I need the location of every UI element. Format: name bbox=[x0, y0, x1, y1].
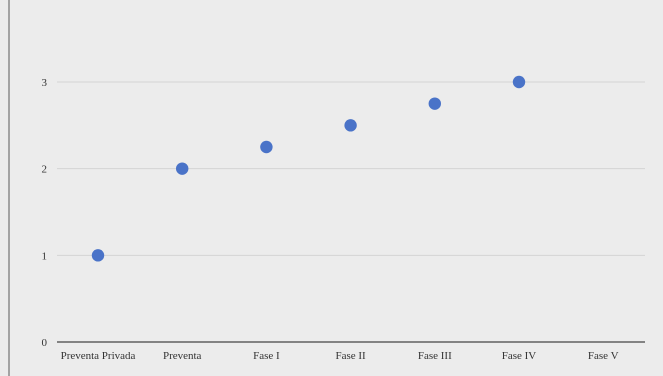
data-point bbox=[428, 97, 441, 110]
x-tick-labels: Preventa Privada Preventa Fase I Fase II Fas… bbox=[61, 350, 619, 362]
y-tick-labels: 0 1 2 3 bbox=[42, 77, 48, 349]
x-tick-label: Fase IV bbox=[502, 350, 537, 362]
y-tick-label: 1 bbox=[42, 250, 48, 262]
data-point bbox=[176, 162, 189, 175]
x-tick-label: Preventa Privada bbox=[61, 350, 136, 362]
x-tick-label: Fase III bbox=[418, 350, 452, 362]
y-tick-label: 3 bbox=[42, 77, 48, 89]
data-point bbox=[260, 140, 273, 154]
x-tick-label: Fase I bbox=[253, 350, 280, 362]
y-tick-label: 2 bbox=[42, 164, 48, 176]
data-points bbox=[91, 75, 526, 262]
x-tick-label: Preventa bbox=[163, 350, 202, 362]
data-point bbox=[91, 249, 105, 262]
data-point bbox=[512, 75, 526, 89]
grid-layer bbox=[57, 81, 645, 256]
data-point bbox=[344, 119, 357, 132]
x-tick-label: Fase V bbox=[588, 350, 619, 362]
x-tick-label: Fase II bbox=[335, 350, 366, 362]
y-tick-label: 0 bbox=[42, 337, 48, 349]
